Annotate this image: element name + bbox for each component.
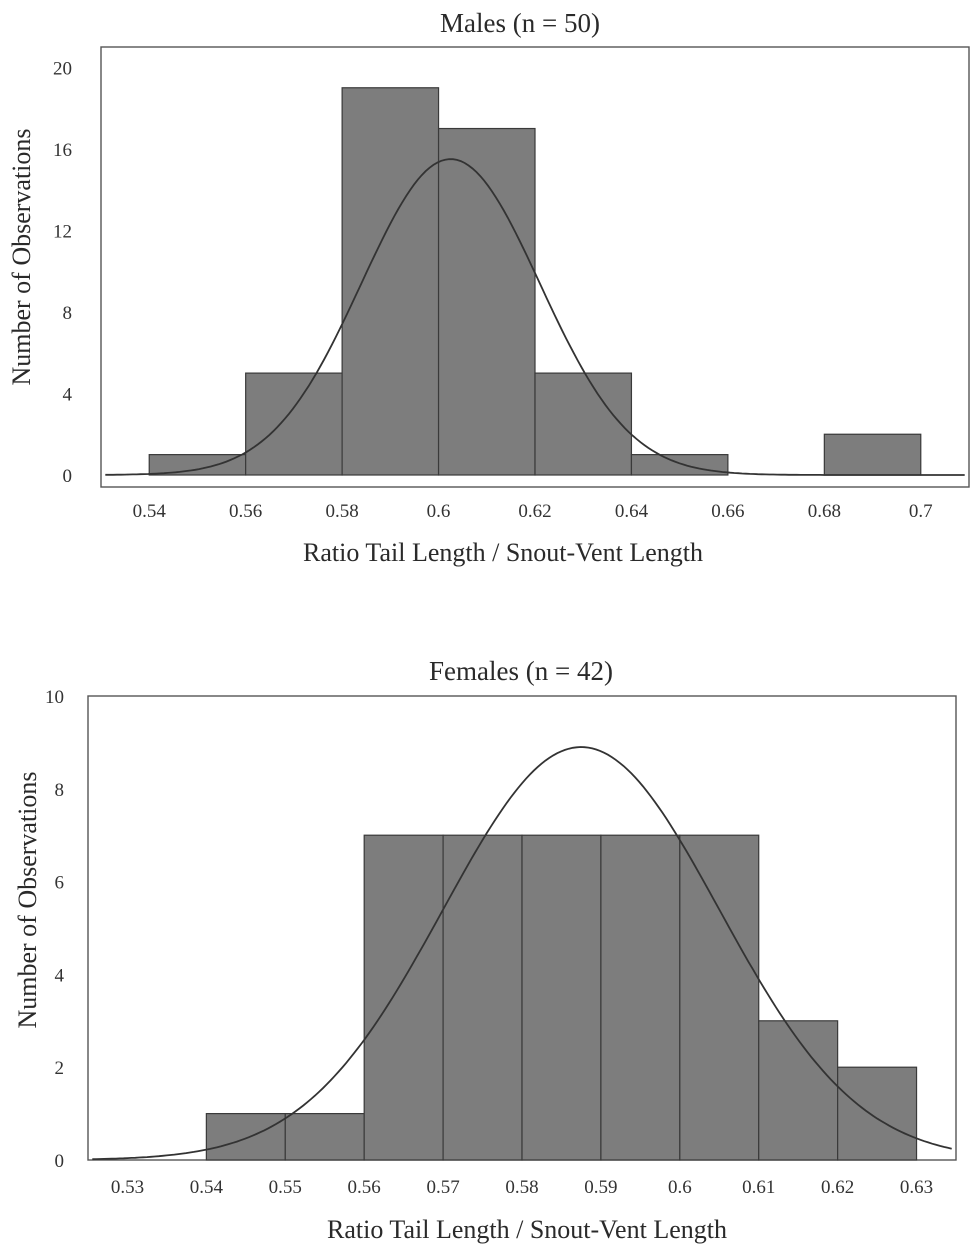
x-tick-label-6: 0.59 bbox=[584, 1177, 617, 1198]
y-tick-label-4: 16 bbox=[53, 140, 72, 161]
y-tick-label-5: 20 bbox=[53, 58, 72, 79]
bars bbox=[148, 87, 922, 476]
y-tick-label-2: 4 bbox=[55, 965, 65, 986]
x-tick-label-1: 0.56 bbox=[229, 501, 262, 522]
normal-curve bbox=[105, 158, 965, 476]
x-tick-label-5: 0.64 bbox=[615, 501, 649, 522]
x-tick-labels: 0.54 0.56 0.58 0.6 0.62 0.64 0.66 0.68 0.7 bbox=[133, 501, 933, 522]
x-tick-label-3: 0.56 bbox=[348, 1177, 381, 1198]
chart-title: Females (n = 42) bbox=[429, 656, 613, 686]
y-tick-label-0: 0 bbox=[63, 466, 73, 487]
x-tick-label-2: 0.55 bbox=[269, 1177, 302, 1198]
y-tick-label-5: 10 bbox=[45, 687, 64, 708]
x-tick-label-6: 0.66 bbox=[711, 501, 744, 522]
y-tick-label-0: 0 bbox=[55, 1151, 65, 1172]
x-tick-label-3: 0.6 bbox=[427, 501, 451, 522]
x-tick-label-0: 0.54 bbox=[133, 501, 167, 522]
bar-5 bbox=[630, 454, 729, 476]
females-histogram: Females (n = 42) Number of Observations … bbox=[13, 656, 957, 1244]
y-tick-label-1: 2 bbox=[55, 1058, 65, 1079]
plot-frame bbox=[100, 46, 970, 488]
bar-8 bbox=[837, 1066, 918, 1161]
bar-4 bbox=[534, 372, 633, 476]
bar-5 bbox=[600, 834, 681, 1161]
y-tick-labels: 0 2 4 6 8 10 bbox=[45, 687, 65, 1172]
bar-3 bbox=[437, 127, 536, 476]
x-tick-label-4: 0.62 bbox=[518, 501, 551, 522]
bar-6 bbox=[679, 834, 760, 1161]
bar-3 bbox=[442, 834, 523, 1161]
x-tick-label-1: 0.54 bbox=[190, 1177, 224, 1198]
y-axis-label: Number of Observations bbox=[7, 128, 36, 385]
normal-curve bbox=[92, 746, 952, 1161]
x-tick-label-4: 0.57 bbox=[426, 1177, 459, 1198]
y-tick-labels: 0 4 8 12 16 20 bbox=[53, 58, 73, 487]
y-tick-label-2: 8 bbox=[63, 303, 73, 324]
x-axis-label: Ratio Tail Length / Snout-Vent Length bbox=[303, 538, 703, 567]
y-tick-label-3: 12 bbox=[53, 221, 72, 242]
y-tick-label-4: 8 bbox=[55, 780, 65, 801]
x-tick-label-5: 0.58 bbox=[505, 1177, 538, 1198]
bar-1 bbox=[245, 372, 343, 476]
bars bbox=[205, 834, 918, 1161]
bar-1 bbox=[284, 1112, 365, 1161]
x-tick-labels: 0.53 0.54 0.55 0.56 0.57 0.58 0.59 0.6 0.61 0.62 0… bbox=[111, 1177, 933, 1198]
x-axis-label: Ratio Tail Length / Snout-Vent Length bbox=[327, 1215, 727, 1244]
x-tick-label-7: 0.6 bbox=[668, 1177, 692, 1198]
x-tick-label-8: 0.7 bbox=[909, 501, 933, 522]
y-tick-label-3: 6 bbox=[55, 873, 65, 894]
x-tick-label-7: 0.68 bbox=[808, 501, 841, 522]
bar-0 bbox=[148, 454, 247, 476]
x-tick-label-10: 0.63 bbox=[900, 1177, 933, 1198]
y-tick-label-1: 4 bbox=[63, 384, 73, 405]
x-tick-label-0: 0.53 bbox=[111, 1177, 144, 1198]
bar-2 bbox=[363, 834, 444, 1161]
bar-0 bbox=[205, 1112, 286, 1161]
x-tick-label-9: 0.62 bbox=[821, 1177, 854, 1198]
x-tick-label-8: 0.61 bbox=[742, 1177, 775, 1198]
bar-4 bbox=[521, 834, 602, 1161]
males-histogram: Males (n = 50) Number of Observations Ra… bbox=[7, 8, 970, 567]
chart-title: Males (n = 50) bbox=[440, 8, 600, 38]
x-tick-label-2: 0.58 bbox=[325, 501, 358, 522]
bar-2 bbox=[341, 87, 440, 476]
bar-6 bbox=[823, 433, 922, 476]
y-axis-label: Number of Observations bbox=[13, 771, 42, 1028]
bar-7 bbox=[758, 1020, 839, 1161]
